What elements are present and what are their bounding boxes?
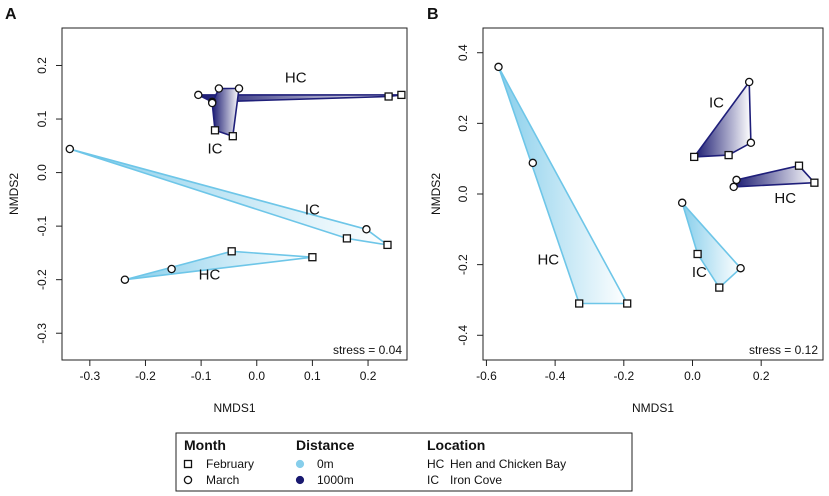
panel-a-point-hc-february <box>308 253 317 262</box>
panel-b-point-hc-march <box>729 182 738 192</box>
panel-b-x-tick-label: -0.6 <box>476 369 497 383</box>
panel-b-y-tick-label: -0.2 <box>456 254 470 275</box>
panel-a-y-tick-label: -0.3 <box>35 323 49 344</box>
panel-b-group-label-hc: HC <box>774 190 796 207</box>
panel-a-y-tick-label: 0.2 <box>35 57 49 74</box>
legend-frame <box>175 432 633 492</box>
panel-a-point-hc-february <box>397 90 406 100</box>
panel-b-point-ic-february <box>715 283 724 292</box>
panel-b-x-tick-label: 0.2 <box>753 369 770 383</box>
panel-b-group-label-hc: HC <box>537 252 559 269</box>
panel-a-point-ic-march <box>362 225 371 234</box>
panel-a-hull-ic-0m <box>69 148 389 246</box>
panel-b-group-label-ic: IC <box>692 264 707 281</box>
panel-a-x-axis-label: NMDS1 <box>213 401 255 415</box>
legend-1000m-label: 1000m <box>317 473 354 487</box>
panel-b-plot: B HC IC HC IC -0.6 -0.4 -0.2 0.0 0.2 -0.4 -0.2 0.… <box>427 6 824 415</box>
panel-a-point-ic-february <box>228 132 237 141</box>
panel-a-y-tick-label: 0.1 <box>35 110 49 127</box>
panel-b-x-axis-label: NMDS1 <box>632 401 674 415</box>
panel-b-point-hc-march <box>494 62 503 72</box>
panel-a-point-ic-march <box>207 98 217 108</box>
legend: Month February March Distance 0m 1000m L… <box>175 432 633 492</box>
panel-b-point-ic-march <box>744 77 754 87</box>
legend-march-label: March <box>206 473 239 487</box>
panel-a-point-ic-march <box>234 84 244 93</box>
panel-a-group-label-ic: IC <box>208 140 223 157</box>
panel-a-x-tick-label: -0.2 <box>135 369 156 383</box>
panel-b-frame <box>482 27 824 361</box>
panel-a-letter: A <box>5 6 17 23</box>
panel-a-point-hc-march <box>120 275 130 284</box>
panel-b-hull-ic-1000m <box>693 81 752 158</box>
panel-b-point-hc-march <box>528 158 538 168</box>
panel-a-group-label-ic: IC <box>305 201 320 218</box>
legend-march-circle-icon <box>183 475 193 485</box>
legend-0m-label: 0m <box>317 457 334 471</box>
panel-a-stress: stress = 0.04 <box>333 343 402 357</box>
panel-a-y-tick-label: 0.0 <box>35 164 49 181</box>
panel-b-point-hc-march <box>732 175 741 185</box>
legend-hc-code: HC <box>427 457 445 471</box>
panel-b-point-ic-march <box>677 198 687 208</box>
panel-b-point-hc-february <box>794 161 804 170</box>
panel-b-letter: B <box>427 6 439 23</box>
panel-b-point-ic-february <box>724 150 733 160</box>
legend-february-square-icon <box>183 459 193 469</box>
legend-month-title: Month <box>184 437 226 453</box>
panel-b-stress: stress = 0.12 <box>749 343 818 357</box>
panel-b-x-tick-label: -0.2 <box>613 369 634 383</box>
panel-b-point-hc-february <box>810 178 819 187</box>
panel-a-point-hc-february <box>384 92 393 101</box>
legend-ic-code: IC <box>427 473 439 487</box>
legend-distance-title: Distance <box>296 437 355 453</box>
panel-a-y-tick-label: -0.1 <box>35 215 49 236</box>
panel-b-group-label-ic: IC <box>709 95 724 112</box>
panel-b-y-tick-label: -0.4 <box>456 325 470 346</box>
panel-b-y-tick-label: 0.2 <box>456 115 470 132</box>
legend-1000m-dot-icon <box>295 475 305 485</box>
panel-b-x-tick-label: 0.0 <box>684 369 701 383</box>
panel-a-point-ic-february <box>383 240 392 250</box>
legend-ic-label: Iron Cove <box>450 473 502 487</box>
panel-a-point-ic-march <box>214 84 224 93</box>
panel-b-y-tick-label: 0.4 <box>456 44 470 61</box>
panel-a-point-hc-february <box>227 247 236 256</box>
panel-a-x-tick-label: 0.1 <box>304 369 321 383</box>
panel-a-point-ic-february <box>210 126 220 135</box>
panel-a-group-label-hc: HC <box>199 267 221 284</box>
panel-a-x-tick-label: -0.1 <box>191 369 212 383</box>
panel-b-hull-hc-0m <box>497 66 629 305</box>
panel-a-group-label-hc: HC <box>285 70 307 87</box>
panel-a-point-ic-march <box>65 144 75 154</box>
panel-a-point-ic-february <box>342 234 352 243</box>
panel-a-point-hc-march <box>194 90 203 100</box>
panel-b-point-ic-march <box>736 263 745 273</box>
panel-b-x-tick-label: -0.4 <box>545 369 566 383</box>
panel-a-frame <box>61 27 408 361</box>
panel-a-plot: A HC IC IC HC -0.3 -0.2 -0.1 0.0 0.1 0.2 -0.3 -0.… <box>5 6 408 415</box>
legend-february-label: February <box>206 457 254 471</box>
legend-hc-label: Hen and Chicken Bay <box>450 457 566 471</box>
panel-a-x-tick-label: -0.3 <box>79 369 100 383</box>
legend-location-title: Location <box>427 437 485 453</box>
panel-b-y-tick-label: 0.0 <box>456 185 470 202</box>
panel-b-point-hc-february <box>575 299 584 308</box>
panel-a-point-hc-march <box>167 264 176 274</box>
panel-b-point-ic-february <box>693 249 702 259</box>
panel-a-x-tick-label: 0.2 <box>360 369 377 383</box>
legend-0m-dot-icon <box>295 459 305 469</box>
panel-a-y-axis-label: NMDS2 <box>7 173 21 215</box>
panel-a-y-tick-label: -0.2 <box>35 269 49 290</box>
panel-b-point-ic-march <box>746 138 756 148</box>
panel-a-x-tick-label: 0.0 <box>248 369 265 383</box>
panel-b-point-ic-february <box>690 152 699 162</box>
panel-b-point-hc-february <box>623 299 632 308</box>
panel-b-y-axis-label: NMDS2 <box>429 173 443 215</box>
